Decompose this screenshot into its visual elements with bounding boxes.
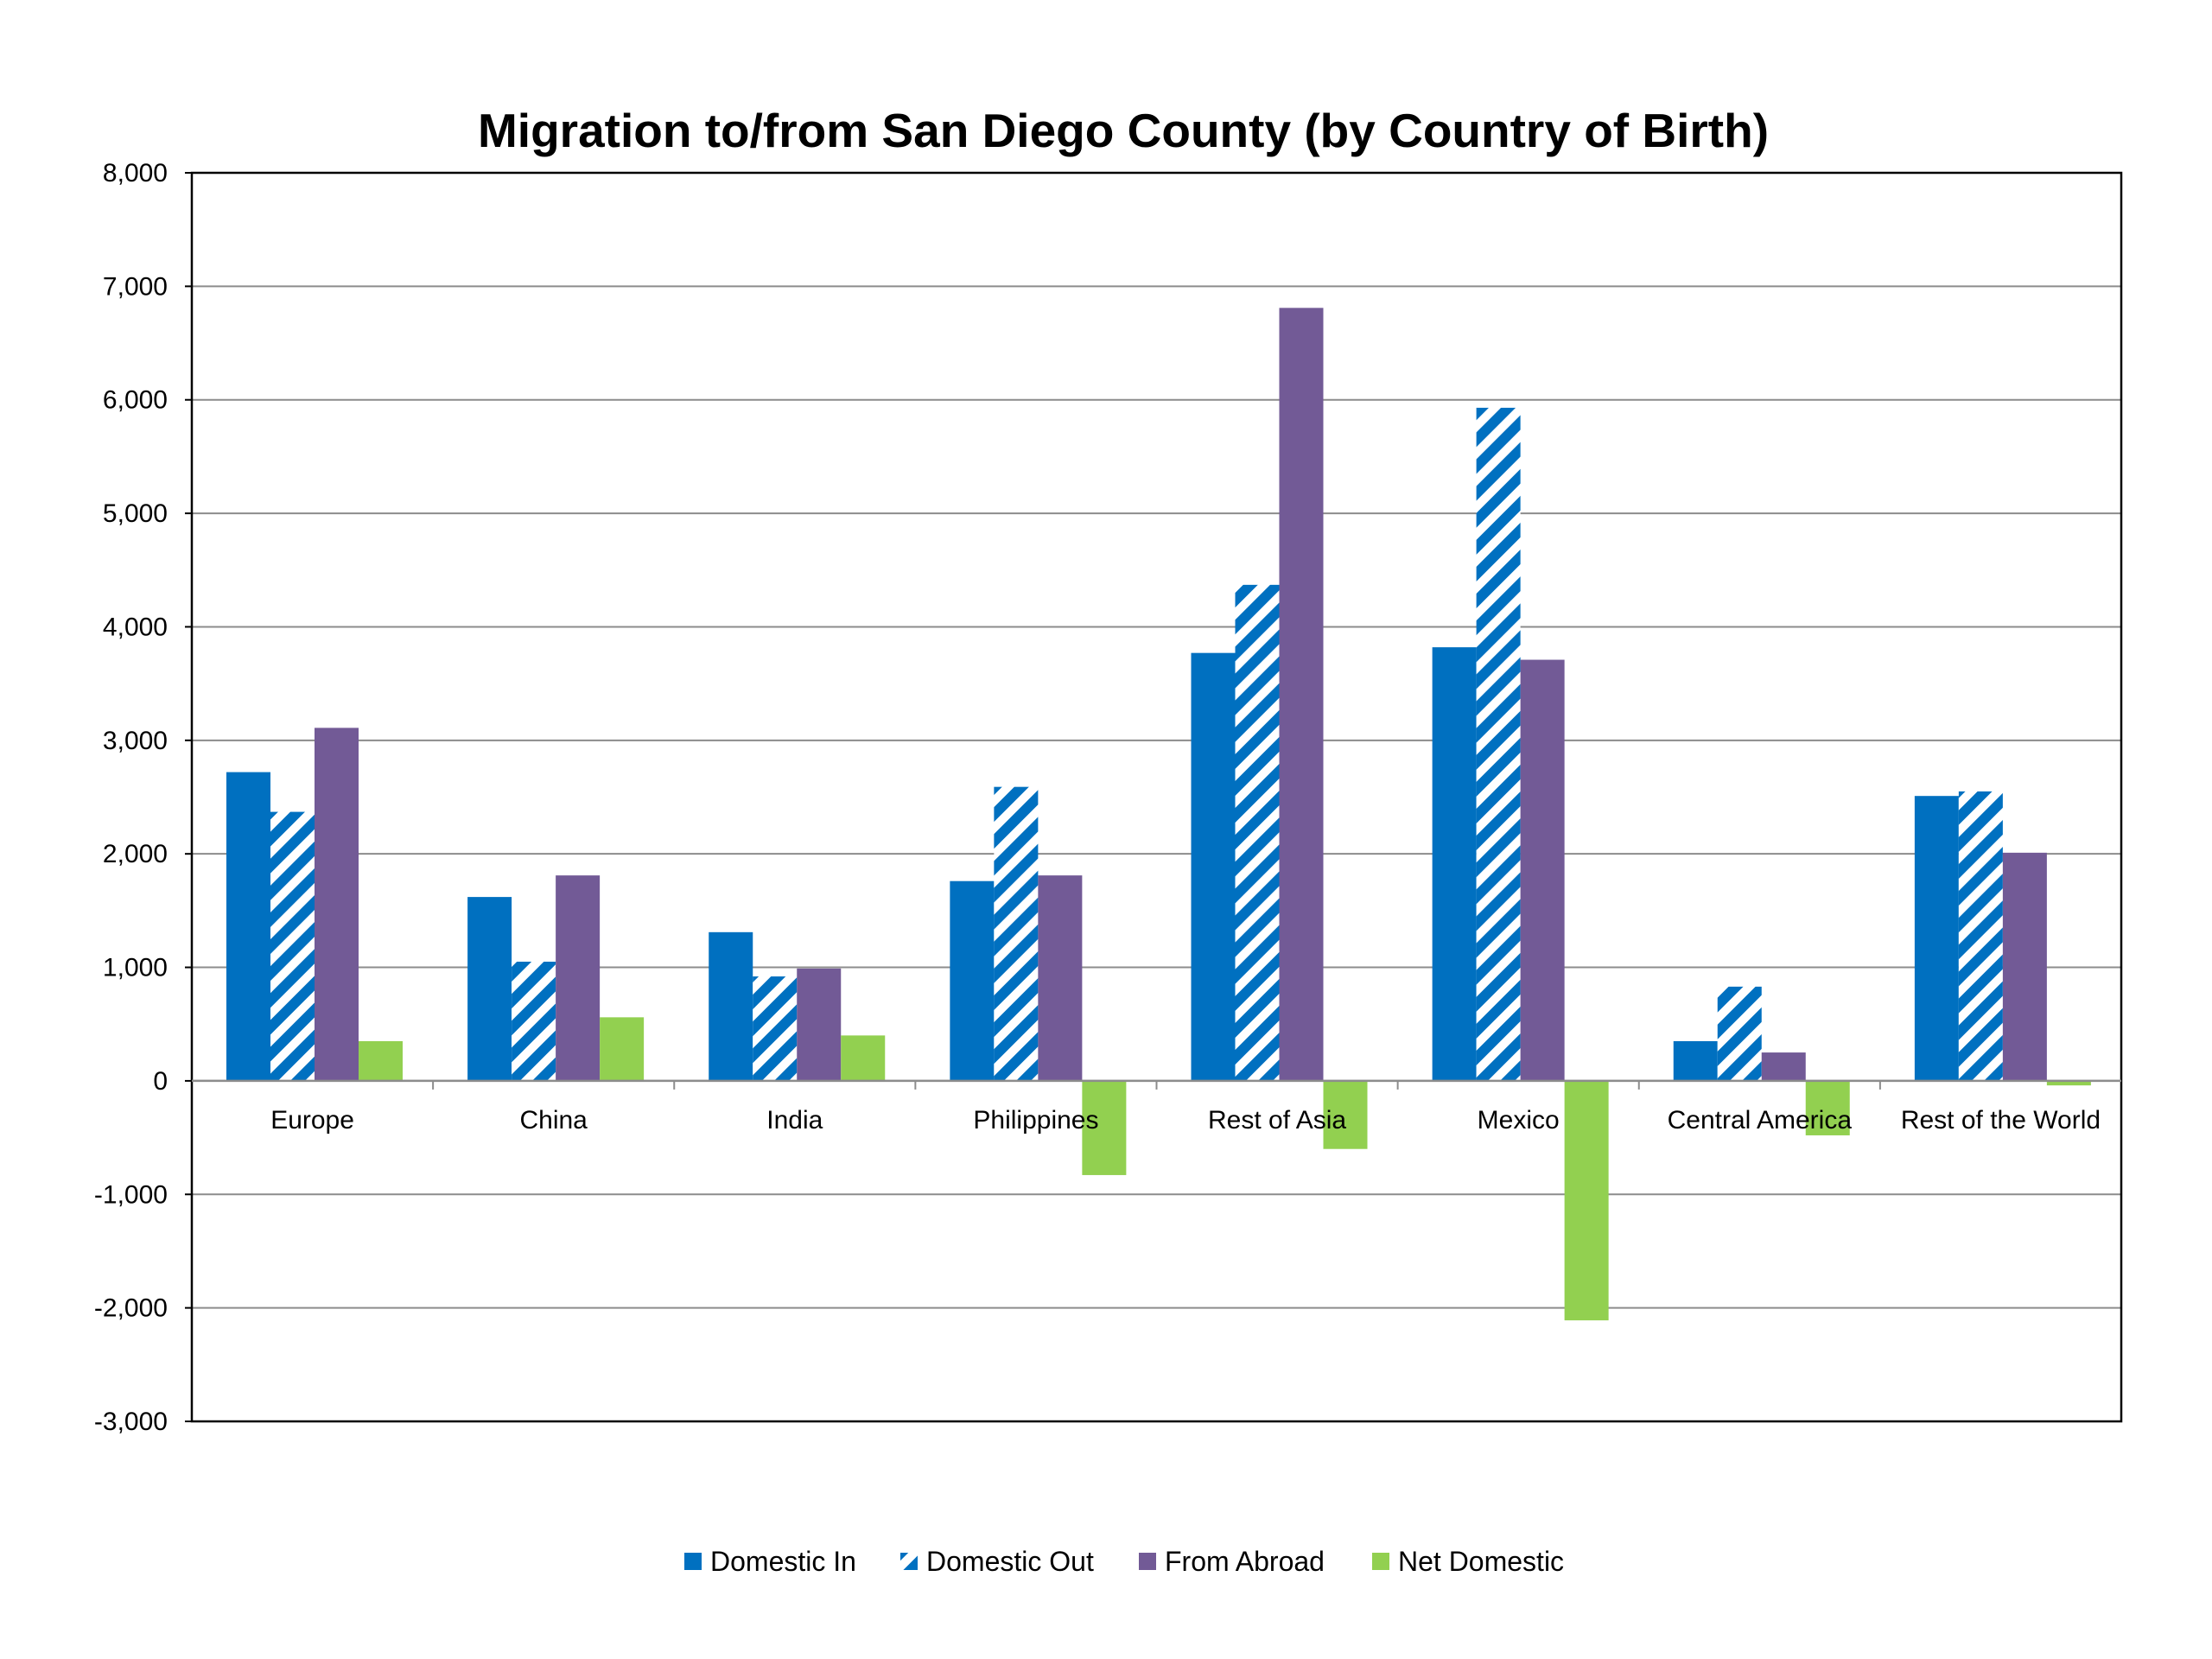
- bar-domestic-in: [1673, 1040, 1718, 1081]
- legend-label: Domestic In: [710, 1546, 856, 1577]
- y-tick-label: -2,000: [94, 1294, 168, 1323]
- bar-from-abroad: [797, 968, 842, 1081]
- y-tick-label: 0: [153, 1067, 168, 1096]
- legend-swatch: [684, 1553, 702, 1570]
- bar-domestic-out: [753, 976, 798, 1081]
- bar-domestic-out: [270, 811, 315, 1081]
- y-tick-label: 7,000: [103, 272, 168, 301]
- bar-domestic-out: [1717, 986, 1762, 1081]
- bar-from-abroad: [315, 728, 359, 1081]
- y-tick-label: -1,000: [94, 1180, 168, 1209]
- bar-domestic-in: [1432, 647, 1477, 1081]
- legend: Domestic In Domestic Out From Abroad Net Do…: [684, 1546, 1564, 1577]
- bar-domestic-in: [1914, 796, 1959, 1081]
- x-category-label: Rest of Asia: [1208, 1106, 1346, 1135]
- plot-frame: [190, 171, 2123, 1423]
- bar-domestic-out: [512, 961, 556, 1081]
- x-category-label: India: [766, 1106, 823, 1135]
- x-category-label: Europe: [270, 1106, 354, 1135]
- bar-from-abroad: [1761, 1052, 1806, 1081]
- bars: [226, 308, 2091, 1321]
- bar-domestic-in: [709, 931, 753, 1081]
- x-category-label: Mexico: [1478, 1106, 1560, 1135]
- x-category-label: Rest of the World: [1901, 1106, 2101, 1135]
- bar-domestic-out: [1958, 791, 2003, 1081]
- bar-net-domestic: [359, 1040, 403, 1081]
- bar-net-domestic: [841, 1035, 886, 1081]
- y-tick-label: 3,000: [103, 727, 168, 755]
- bar-domestic-out: [1476, 407, 1521, 1081]
- legend-label: Net Domestic: [1398, 1546, 1564, 1577]
- y-tick-label: 2,000: [103, 840, 168, 868]
- bar-net-domestic: [2046, 1080, 2091, 1086]
- legend-swatch: [1139, 1553, 1156, 1570]
- bar-net-domestic: [1564, 1080, 1609, 1321]
- bar-net-domestic: [1323, 1080, 1368, 1149]
- legend-swatch: [900, 1553, 918, 1570]
- gridlines: [192, 285, 2121, 1309]
- y-axis-ticks: 8,000 7,000 6,000 5,000 4,000 3,000 2,000 1,000…: [94, 159, 192, 1436]
- y-tick-label: 8,000: [103, 159, 168, 188]
- x-axis-labels: Europe China India Philippines Rest of Asia M…: [270, 1106, 2101, 1135]
- legend-label: From Abroad: [1165, 1546, 1325, 1577]
- y-tick-label: 1,000: [103, 954, 168, 982]
- x-category-label: China: [519, 1106, 588, 1135]
- bar-domestic-out: [994, 786, 1039, 1081]
- bar-domestic-in: [226, 772, 270, 1081]
- y-tick-label: 4,000: [103, 613, 168, 641]
- bar-from-abroad: [1520, 659, 1565, 1081]
- bar-domestic-in: [950, 880, 995, 1081]
- legend-label: Domestic Out: [926, 1546, 1094, 1577]
- bar-from-abroad: [556, 875, 601, 1081]
- bar-net-domestic: [1082, 1080, 1127, 1175]
- y-tick-label: 6,000: [103, 386, 168, 415]
- y-tick-label: 5,000: [103, 499, 168, 528]
- bar-from-abroad: [1038, 875, 1083, 1081]
- legend-swatch: [1372, 1553, 1389, 1570]
- bar-net-domestic: [1805, 1080, 1850, 1135]
- chart-title: Migration to/from San Diego County (by C…: [478, 104, 1769, 157]
- bar-domestic-out: [1235, 584, 1280, 1081]
- bar-net-domestic: [600, 1017, 645, 1081]
- bar-domestic-in: [467, 897, 512, 1081]
- x-category-label: Central America: [1668, 1106, 1853, 1135]
- bar-domestic-in: [1191, 652, 1236, 1081]
- bar-from-abroad: [2002, 852, 2047, 1081]
- x-category-label: Philippines: [973, 1106, 1098, 1135]
- axes: [190, 171, 2123, 1423]
- y-tick-label: -3,000: [94, 1408, 168, 1436]
- bar-from-abroad: [1279, 308, 1324, 1081]
